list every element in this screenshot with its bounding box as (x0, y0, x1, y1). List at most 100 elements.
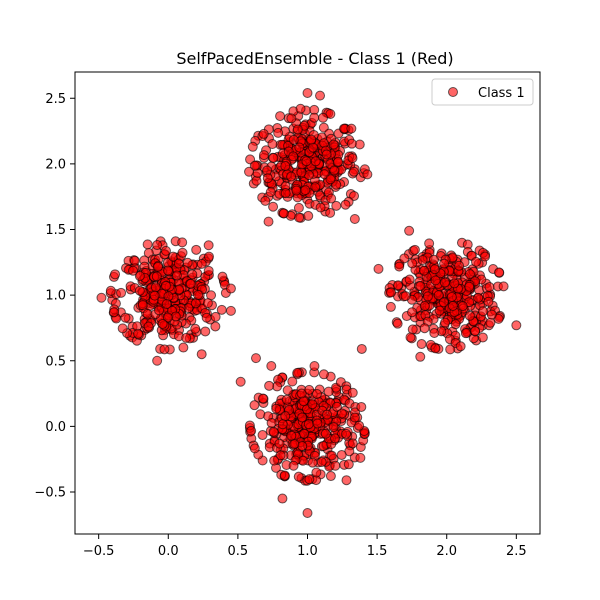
scatter-point (263, 216, 274, 227)
scatter-point (429, 264, 440, 275)
scatter-point (160, 280, 171, 291)
legend-marker (448, 87, 458, 97)
scatter-point (196, 349, 207, 360)
scatter-point (409, 244, 420, 255)
scatter-point (438, 297, 449, 308)
scatter-point (311, 388, 322, 399)
scatter-point (217, 271, 228, 282)
scatter-point (422, 291, 433, 302)
scatter-point (134, 285, 145, 296)
scatter-point (265, 187, 276, 198)
scatter-point (464, 281, 475, 292)
scatter-point (415, 351, 426, 362)
scatter-point (415, 281, 426, 292)
scatter-point (309, 112, 320, 123)
scatter-point (307, 457, 318, 468)
scatter-point (446, 291, 457, 302)
scatter-point (294, 212, 305, 223)
scatter-point (464, 269, 475, 280)
scatter-point (348, 166, 359, 177)
scatter-point (511, 320, 522, 331)
scatter-point (450, 319, 461, 330)
scatter-point (294, 142, 305, 153)
scatter-point (120, 312, 131, 323)
scatter-point (287, 376, 298, 387)
scatter-point (485, 317, 496, 328)
scatter-point (177, 237, 188, 248)
scatter-point (129, 255, 140, 266)
scatter-point (429, 328, 440, 339)
scatter-point (347, 438, 358, 449)
scatter-point (292, 124, 303, 135)
scatter-point (328, 422, 339, 433)
scatter-point (151, 271, 162, 282)
scatter-point (268, 426, 279, 437)
scatter-point (235, 376, 246, 387)
scatter-point (330, 433, 341, 444)
scatter-point (325, 174, 336, 185)
y-tick-label: 2.5 (45, 92, 66, 107)
scatter-point (323, 386, 334, 397)
scatter-point (200, 326, 211, 337)
scatter-point (341, 428, 352, 439)
scatter-point (356, 343, 367, 354)
scatter-point (447, 300, 458, 311)
scatter-point (152, 240, 163, 251)
scatter-point (185, 278, 196, 289)
scatter-point (454, 260, 465, 271)
scatter-point (328, 139, 339, 150)
scatter-point (275, 450, 286, 461)
y-tick-label: 0.0 (45, 420, 66, 435)
scatter-point (320, 428, 331, 439)
scatter-point (273, 127, 284, 138)
scatter-point (494, 267, 505, 278)
chart-title: SelfPacedEnsemble - Class 1 (Red) (176, 49, 453, 68)
scatter-point (440, 317, 451, 328)
scatter-point (333, 156, 344, 167)
scatter-point (349, 214, 360, 224)
scatter-point (430, 275, 441, 286)
scatter-point (417, 255, 428, 266)
scatter-point (307, 399, 318, 410)
scatter-point (171, 270, 182, 281)
scatter-point (291, 185, 302, 196)
scatter-point (346, 138, 357, 149)
scatter-point (404, 225, 415, 236)
scatter-point (159, 344, 170, 355)
scatter-point (161, 299, 172, 310)
scatter-point (373, 263, 384, 274)
scatter-point (292, 367, 303, 378)
scatter-point (193, 289, 204, 300)
y-tick-label: 0.5 (45, 354, 66, 369)
scatter-point (400, 291, 411, 302)
scatter-point (300, 185, 311, 196)
scatter-point (279, 470, 290, 481)
scatter-point (250, 353, 261, 364)
scatter-point (191, 244, 202, 255)
scatter-point (416, 339, 427, 350)
scatter-point (96, 292, 107, 303)
scatter-point (277, 419, 288, 430)
x-axis: −0.5 0.0 0.5 1.0 1.5 2.0 2.5 (83, 534, 527, 559)
scatter-point (355, 452, 366, 463)
x-tick-label: 1.5 (367, 544, 388, 559)
scatter-point (445, 344, 456, 355)
scatter-point (142, 239, 153, 250)
scatter-point (286, 171, 297, 182)
scatter-point (288, 460, 299, 471)
scatter-point (201, 312, 212, 323)
y-axis: −0.5 0.0 0.5 1.0 1.5 2.0 2.5 (34, 92, 75, 501)
scatter-point (264, 380, 275, 391)
scatter-point (108, 307, 119, 318)
scatter-point (449, 278, 460, 289)
x-tick-label: 0.5 (228, 544, 249, 559)
legend: Class 1 (431, 78, 534, 106)
scatter-point (225, 305, 236, 316)
scatter-point (244, 166, 255, 177)
scatter-point (274, 438, 285, 449)
scatter-point (246, 425, 257, 436)
scatter-point (346, 123, 357, 134)
scatter-point (268, 152, 279, 163)
scatter-point (309, 361, 320, 371)
